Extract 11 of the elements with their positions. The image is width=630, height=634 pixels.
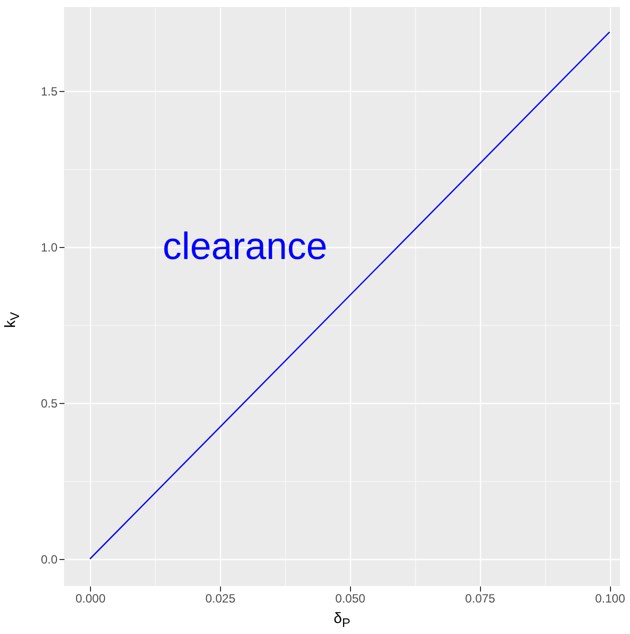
x-tick-label: 0.000 bbox=[75, 592, 106, 606]
x-tick-label: 0.025 bbox=[205, 592, 236, 606]
y-tick-label: 1.0 bbox=[40, 240, 58, 255]
x-tick-label: 0.100 bbox=[595, 592, 626, 606]
y-tick-label: 1.5 bbox=[40, 84, 58, 99]
y-tick-label: 0.0 bbox=[40, 552, 58, 566]
annotation: clearance bbox=[162, 226, 328, 268]
y-tick-label: 0.5 bbox=[40, 396, 58, 410]
x-axis-title: δ$_{P}$ bbox=[332, 610, 352, 630]
x-tick-label: 0.050 bbox=[335, 592, 366, 606]
x-tick-label: 0.075 bbox=[465, 592, 496, 606]
